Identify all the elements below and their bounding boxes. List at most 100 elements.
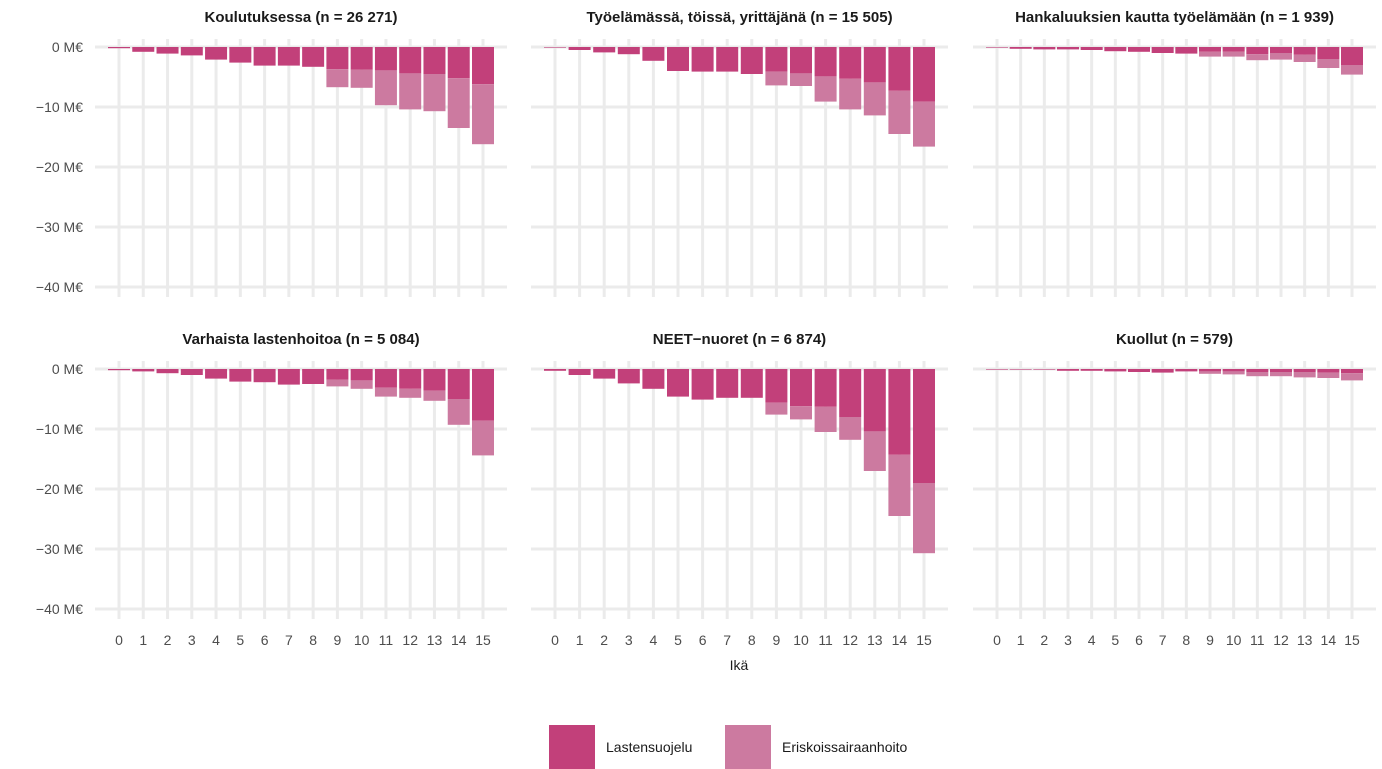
x-tick-label: 4 (650, 632, 658, 648)
x-tick-label: 8 (309, 632, 317, 648)
facet-1: Koulutuksessa (n = 26 271) 0 M€ −10 M€ −20 … (36, 9, 507, 297)
bar-segment-lastensuojelu (913, 369, 935, 483)
bar-segment-lastensuojelu (326, 369, 349, 380)
bar-segment-lastensuojelu (302, 47, 325, 67)
bar-segment-lastensuojelu (1175, 47, 1198, 54)
bar-segment-lastensuojelu (1104, 47, 1127, 52)
bar-segment-eriskoissairaanhoito (326, 379, 349, 387)
x-tick-label: 4 (1088, 632, 1096, 648)
bar-segment-eriskoissairaanhoito (814, 76, 837, 102)
bar-segment-lastensuojelu (667, 369, 689, 397)
bar-segment-lastensuojelu (593, 369, 616, 379)
bar-segment-lastensuojelu (716, 47, 739, 72)
facet-title: Varhaista lastenhoitoa (n = 5 084) (182, 331, 419, 348)
bar-segment-lastensuojelu (1009, 47, 1032, 49)
bar-segment-eriskoissairaanhoito (1317, 372, 1340, 378)
bar-segment-lastensuojelu (423, 47, 446, 74)
bar-segment-lastensuojelu (544, 369, 566, 371)
bar-segment-lastensuojelu (888, 369, 911, 455)
bar-segment-lastensuojelu (790, 47, 812, 74)
x-tick-label: 15 (1344, 632, 1360, 648)
y-tick-label: −30 M€ (36, 219, 83, 235)
x-tick-label: 14 (451, 632, 467, 648)
bar-segment-lastensuojelu (716, 369, 739, 398)
x-tick-label: 13 (1297, 632, 1313, 648)
facet-4: Varhaista lastenhoitoa (n = 5 084) 0 M€ −1… (36, 331, 507, 648)
x-tick-label: 11 (818, 632, 833, 648)
bar-segment-lastensuojelu (1128, 369, 1150, 372)
facets-layer: Koulutuksessa (n = 26 271) 0 M€ −10 M€ −20 … (36, 9, 1376, 648)
x-tick-label: 0 (115, 632, 123, 648)
bar-segment-eriskoissairaanhoito (1270, 372, 1292, 377)
y-tick-label: −20 M€ (36, 159, 83, 175)
bar-segment-eriskoissairaanhoito (790, 406, 812, 420)
x-tick-label: 13 (427, 632, 443, 648)
x-tick-label: 6 (699, 632, 707, 648)
bar-segment-lastensuojelu (1175, 369, 1198, 372)
bar-segment-eriskoissairaanhoito (374, 70, 397, 106)
x-tick-label: 6 (261, 632, 269, 648)
x-tick-label: 3 (188, 632, 196, 648)
bar-segment-lastensuojelu (1293, 369, 1316, 372)
facet-title: Koulutuksessa (n = 26 271) (205, 9, 398, 26)
bar-segment-lastensuojelu (544, 47, 566, 48)
x-tick-label: 9 (773, 632, 781, 648)
x-tick-label: 9 (1206, 632, 1214, 648)
bar-segment-lastensuojelu (1033, 47, 1056, 50)
bar-segment-lastensuojelu (1104, 369, 1127, 372)
bar-segment-lastensuojelu (765, 369, 788, 403)
bar-segment-lastensuojelu (253, 47, 276, 66)
x-tick-label: 2 (600, 632, 608, 648)
bar-segment-lastensuojelu (374, 369, 397, 388)
bar-segment-eriskoissairaanhoito (1222, 51, 1245, 57)
bar-segment-lastensuojelu (1128, 47, 1150, 52)
bar-segment-lastensuojelu (986, 369, 1008, 370)
bar-segment-eriskoissairaanhoito (374, 387, 397, 397)
x-tick-label: 13 (867, 632, 883, 648)
x-tick-label: 12 (1273, 632, 1289, 648)
bar-segment-eriskoissairaanhoito (1270, 53, 1292, 60)
x-tick-label: 5 (236, 632, 244, 648)
bar-segment-lastensuojelu (1293, 47, 1316, 55)
bar-segment-eriskoissairaanhoito (863, 82, 886, 116)
facet-3: Hankaluuksien kautta työelämään (n = 1 9… (973, 9, 1376, 297)
y-tick-label: −40 M€ (36, 601, 83, 617)
x-tick-label: 14 (892, 632, 908, 648)
bar-segment-lastensuojelu (1080, 47, 1103, 50)
bar-segment-lastensuojelu (472, 369, 494, 421)
bar-segment-eriskoissairaanhoito (326, 69, 349, 88)
bar-segment-eriskoissairaanhoito (839, 417, 862, 440)
x-tick-label: 5 (674, 632, 682, 648)
bar-segment-lastensuojelu (691, 369, 714, 400)
legend: Lastensuojelu Eriskoissairaanhoito (549, 725, 907, 769)
bar-segment-eriskoissairaanhoito (399, 388, 422, 398)
bar-segment-eriskoissairaanhoito (350, 69, 373, 88)
bar-segment-lastensuojelu (1317, 47, 1340, 59)
x-tick-label: 7 (285, 632, 293, 648)
x-tick-label: 6 (1135, 632, 1143, 648)
bar-segment-eriskoissairaanhoito (1246, 54, 1269, 61)
x-tick-label: 11 (1250, 632, 1265, 648)
bar-segment-lastensuojelu (350, 369, 373, 381)
bar-segment-eriskoissairaanhoito (1199, 51, 1221, 57)
bar-segment-lastensuojelu (156, 369, 179, 374)
bar-segment-lastensuojelu (423, 369, 446, 391)
legend-swatch (725, 725, 771, 769)
legend-label: Lastensuojelu (606, 739, 692, 755)
bar-segment-eriskoissairaanhoito (814, 406, 837, 432)
y-tick-label: −10 M€ (36, 99, 83, 115)
bar-segment-lastensuojelu (1151, 369, 1174, 373)
bar-segment-lastensuojelu (839, 369, 862, 417)
bar-segment-lastensuojelu (132, 369, 155, 372)
bar-segment-eriskoissairaanhoito (913, 483, 935, 554)
bar-segment-eriskoissairaanhoito (1341, 65, 1363, 75)
bar-segment-lastensuojelu (667, 47, 689, 71)
facet-title: NEET−nuoret (n = 6 874) (653, 331, 826, 348)
x-tick-label: 0 (551, 632, 559, 648)
bar-segment-lastensuojelu (568, 47, 591, 50)
x-tick-label: 9 (334, 632, 342, 648)
bar-segment-lastensuojelu (642, 47, 665, 61)
facet-5: NEET−nuoret (n = 6 874)0 1 2 3 4 5 6 7 8 9 10 11 12 1… (531, 331, 948, 648)
x-tick-label: 2 (1040, 632, 1048, 648)
